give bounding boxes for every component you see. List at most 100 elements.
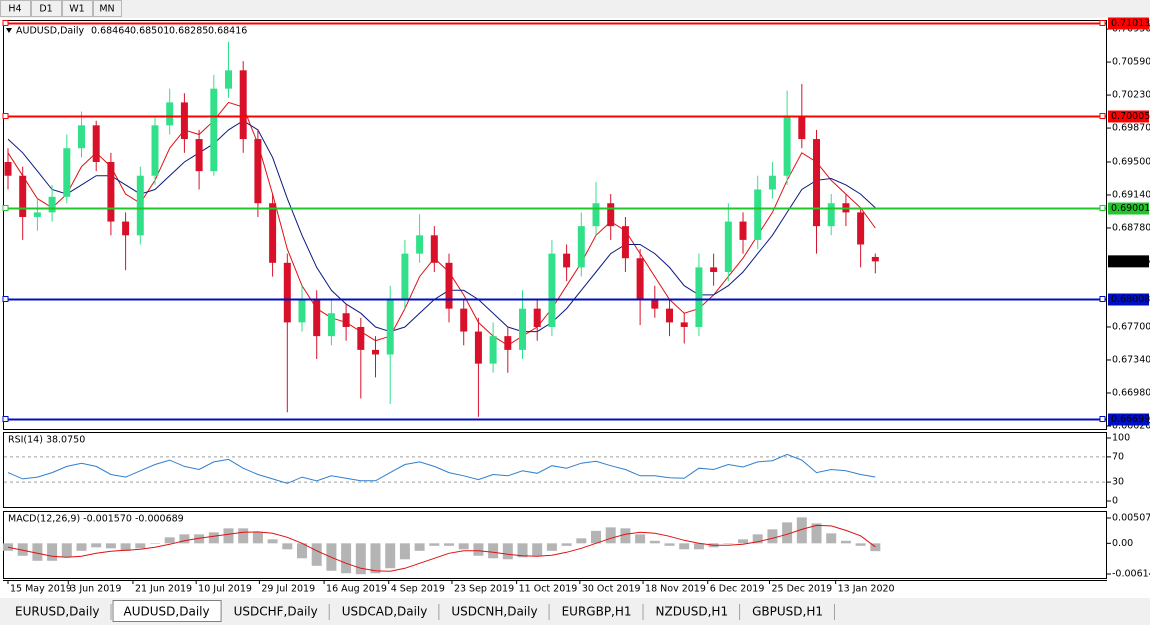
tab[interactable] bbox=[4, 602, 112, 622]
macd-histogram-bar bbox=[635, 534, 646, 544]
symbol-label: AUDUSD,Daily bbox=[16, 26, 85, 37]
tab[interactable] bbox=[331, 602, 439, 622]
macd-histogram-bar bbox=[458, 543, 469, 550]
moving-average-line bbox=[7, 101, 876, 346]
candle-body bbox=[313, 299, 321, 337]
x-tick-label: 16 Aug 2019 bbox=[326, 584, 387, 595]
macd-histogram-bar bbox=[252, 532, 263, 544]
macd-histogram-bar bbox=[591, 530, 602, 544]
timeframe-button[interactable] bbox=[0, 0, 31, 17]
level-handle bbox=[1099, 20, 1106, 26]
candle-body bbox=[48, 196, 56, 213]
active-tab[interactable] bbox=[112, 600, 222, 622]
level-price-tag bbox=[1108, 293, 1149, 306]
macd-histogram-bar bbox=[150, 543, 161, 544]
candle-body bbox=[269, 203, 277, 263]
macd-histogram-bar bbox=[208, 532, 219, 544]
level-price-label: 0.70005 bbox=[1111, 111, 1150, 122]
level-price-label: 0.68008 bbox=[1111, 294, 1150, 305]
level-price-tag bbox=[1108, 413, 1149, 426]
macd-histogram-bar bbox=[429, 543, 440, 546]
x-tick-label: 11 Oct 2019 bbox=[519, 584, 578, 595]
rsi-panel-frame bbox=[3, 432, 1107, 508]
candle-body bbox=[754, 189, 762, 240]
x-tick-label: 30 Oct 2019 bbox=[582, 584, 641, 595]
candle-body bbox=[327, 313, 335, 337]
tab-label: USDCHF,Daily bbox=[234, 605, 318, 619]
ohlc-close: 0.68416 bbox=[208, 26, 247, 37]
symbol-menu-arrow[interactable] bbox=[6, 28, 12, 33]
y-tick-label: 0.66620 bbox=[1112, 420, 1150, 431]
moving-average-line bbox=[7, 120, 876, 333]
candle-body bbox=[460, 308, 468, 332]
candle-body bbox=[19, 175, 27, 217]
y-tick-label: 0.69140 bbox=[1112, 189, 1150, 200]
timeframe-label: W1 bbox=[69, 4, 84, 15]
candle-body bbox=[195, 139, 203, 172]
candle-body bbox=[151, 125, 159, 176]
candle-body bbox=[357, 326, 365, 350]
macd-histogram-bar bbox=[414, 543, 425, 551]
macd-histogram-bar bbox=[840, 540, 851, 544]
macd-histogram-bar bbox=[620, 528, 631, 544]
macd-tick-label: -0.006148 bbox=[1112, 569, 1150, 580]
macd-histogram-bar bbox=[238, 528, 249, 544]
tab-label: EURGBP,H1 bbox=[562, 605, 632, 619]
tab[interactable] bbox=[440, 602, 550, 622]
tab[interactable] bbox=[551, 602, 644, 622]
ohlc-low: 0.68285 bbox=[169, 26, 208, 37]
candle-body bbox=[180, 102, 188, 140]
candle-body bbox=[78, 125, 86, 149]
y-tick-label: 0.67340 bbox=[1112, 354, 1150, 365]
macd-histogram-bar bbox=[47, 543, 58, 561]
candle-body bbox=[33, 212, 41, 217]
macd-histogram-bar bbox=[767, 529, 778, 544]
tab[interactable] bbox=[645, 602, 740, 622]
candle-body bbox=[122, 221, 130, 236]
macd-histogram-bar bbox=[91, 543, 102, 548]
candle-body bbox=[563, 253, 571, 268]
candle-body bbox=[680, 322, 688, 327]
candle-body bbox=[386, 299, 394, 355]
tab[interactable] bbox=[741, 602, 835, 622]
rsi-tick-label: 100 bbox=[1112, 433, 1130, 444]
candle-body bbox=[298, 299, 306, 323]
candle-body bbox=[651, 299, 659, 309]
timeframe-button[interactable] bbox=[93, 0, 122, 17]
tab-label: USDCAD,Daily bbox=[342, 605, 428, 619]
candle-body bbox=[4, 161, 12, 176]
candle-body bbox=[548, 253, 556, 327]
macd-histogram-bar bbox=[135, 543, 146, 549]
timeframe-label: MN bbox=[99, 4, 114, 15]
candle-body bbox=[136, 175, 144, 236]
macd-histogram-bar bbox=[473, 543, 484, 556]
y-tick-label: 0.69500 bbox=[1112, 156, 1150, 167]
macd-histogram-bar bbox=[370, 543, 381, 574]
candle-body bbox=[430, 235, 438, 263]
macd-histogram-bar bbox=[120, 543, 131, 551]
tab[interactable] bbox=[223, 602, 330, 622]
level-handle bbox=[1099, 113, 1106, 119]
candle-body bbox=[210, 88, 218, 172]
timeframe-button[interactable] bbox=[31, 0, 62, 17]
tab-label: AUDUSD,Daily bbox=[124, 605, 210, 619]
y-tick-label: 0.70590 bbox=[1112, 57, 1150, 68]
level-handle bbox=[2, 205, 9, 211]
macd-histogram-bar bbox=[605, 527, 616, 544]
macd-signal-line bbox=[7, 524, 876, 572]
timeframe-label: D1 bbox=[39, 4, 52, 15]
rsi-tick-label: 70 bbox=[1112, 451, 1124, 462]
candle-body bbox=[107, 161, 115, 222]
macd-histogram-bar bbox=[488, 543, 499, 559]
candle-body bbox=[533, 308, 541, 327]
timeframe-button[interactable] bbox=[62, 0, 93, 17]
candle-body bbox=[63, 148, 71, 197]
x-tick-label: 18 Nov 2019 bbox=[645, 584, 706, 595]
rsi-label: RSI(14) 38.0750 bbox=[8, 435, 85, 446]
tab-label: GBPUSD,H1 bbox=[752, 605, 823, 619]
x-tick-label: 3 Jun 2019 bbox=[70, 584, 121, 595]
macd-histogram-bar bbox=[282, 543, 293, 550]
candle-body bbox=[416, 235, 424, 254]
